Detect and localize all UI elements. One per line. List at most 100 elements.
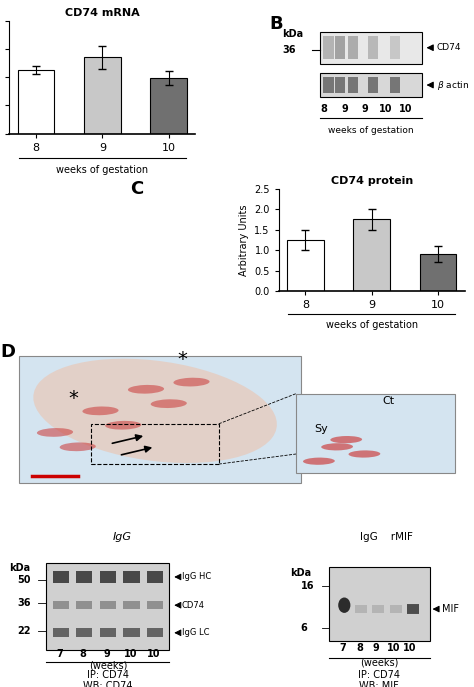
Bar (390, 605, 402, 613)
Text: 10: 10 (399, 104, 413, 114)
Bar (100, 570, 116, 583)
Bar (390, 77, 401, 93)
Bar (123, 601, 140, 609)
Text: CD74: CD74 (437, 43, 461, 52)
Ellipse shape (105, 421, 141, 429)
Ellipse shape (82, 407, 118, 415)
Ellipse shape (321, 443, 353, 451)
Ellipse shape (33, 359, 277, 463)
Text: 9: 9 (103, 649, 110, 659)
Bar (123, 570, 140, 583)
FancyBboxPatch shape (319, 32, 422, 64)
Ellipse shape (37, 428, 73, 437)
Text: kDa: kDa (9, 563, 31, 573)
Bar (287, 240, 324, 291)
Bar (323, 77, 334, 93)
Text: B: B (270, 15, 283, 33)
Text: C: C (130, 180, 144, 199)
Bar (390, 36, 401, 59)
Text: Ct: Ct (383, 396, 395, 405)
Text: 7: 7 (339, 644, 346, 653)
Text: 8: 8 (321, 104, 328, 114)
Text: 6: 6 (301, 623, 308, 633)
FancyBboxPatch shape (46, 563, 169, 650)
Bar (53, 629, 69, 638)
Y-axis label: Arbitrary Units: Arbitrary Units (239, 204, 249, 275)
Text: *: * (68, 389, 78, 407)
Text: $\beta$ actin: $\beta$ actin (437, 78, 469, 91)
Bar (53, 570, 69, 583)
Bar (354, 219, 390, 291)
Bar (355, 605, 367, 613)
Text: *: * (177, 350, 187, 369)
Bar (53, 601, 69, 609)
Bar (100, 629, 116, 638)
Text: 36: 36 (18, 598, 31, 607)
Text: D: D (0, 344, 15, 361)
Text: 10: 10 (379, 104, 392, 114)
Text: 9: 9 (362, 104, 368, 114)
Ellipse shape (303, 458, 335, 465)
Text: 22: 22 (18, 626, 31, 636)
Text: kDa: kDa (283, 29, 304, 39)
Text: (weeks): (weeks) (360, 657, 398, 668)
Text: MIF: MIF (442, 604, 459, 614)
Bar (150, 78, 187, 133)
Bar (18, 70, 55, 133)
Text: 10: 10 (124, 649, 137, 659)
Bar (76, 601, 92, 609)
Text: WB: MIF: WB: MIF (359, 681, 399, 687)
Text: CD74: CD74 (182, 600, 205, 609)
Bar (147, 570, 163, 583)
FancyBboxPatch shape (328, 567, 429, 641)
Bar (76, 629, 92, 638)
Bar (323, 36, 334, 59)
Ellipse shape (173, 378, 210, 387)
Ellipse shape (330, 436, 362, 443)
Text: 8: 8 (80, 649, 87, 659)
Bar (347, 77, 358, 93)
Text: 10: 10 (386, 644, 400, 653)
Bar (347, 36, 358, 59)
Text: weeks of gestation: weeks of gestation (328, 126, 413, 135)
Text: 36: 36 (283, 45, 296, 55)
Bar (335, 36, 345, 59)
Text: 7: 7 (56, 649, 63, 659)
Text: weeks of gestation: weeks of gestation (56, 166, 148, 175)
FancyBboxPatch shape (319, 73, 422, 98)
Bar (419, 254, 456, 291)
Text: IP: CD74: IP: CD74 (87, 671, 129, 680)
Text: WB: CD74: WB: CD74 (83, 681, 133, 687)
Text: IgG: IgG (113, 532, 132, 542)
Text: IP: CD74: IP: CD74 (358, 671, 400, 680)
Text: 9: 9 (373, 644, 380, 653)
Bar (123, 629, 140, 638)
Bar (335, 77, 345, 93)
Ellipse shape (151, 399, 187, 408)
Text: 50: 50 (18, 574, 31, 585)
Ellipse shape (348, 451, 380, 458)
Bar (368, 77, 378, 93)
Text: Sy: Sy (314, 425, 328, 434)
Title: CD74 protein: CD74 protein (330, 177, 413, 186)
Text: kDa: kDa (290, 568, 311, 578)
Ellipse shape (128, 385, 164, 394)
Title: CD74 mRNA: CD74 mRNA (65, 8, 140, 19)
Ellipse shape (338, 598, 350, 613)
Bar (147, 601, 163, 609)
FancyBboxPatch shape (18, 356, 301, 483)
Text: 10: 10 (403, 644, 417, 653)
Bar (372, 605, 384, 613)
Bar (407, 605, 419, 613)
Text: (weeks): (weeks) (89, 660, 127, 670)
Text: 16: 16 (301, 581, 314, 591)
Text: 8: 8 (356, 644, 363, 653)
Text: weeks of gestation: weeks of gestation (326, 320, 418, 330)
Bar (84, 57, 120, 133)
Bar (368, 36, 378, 59)
Bar (407, 604, 419, 614)
Bar (147, 629, 163, 638)
Text: IgG LC: IgG LC (182, 629, 209, 638)
Bar (91, 424, 219, 464)
Bar (100, 601, 116, 609)
